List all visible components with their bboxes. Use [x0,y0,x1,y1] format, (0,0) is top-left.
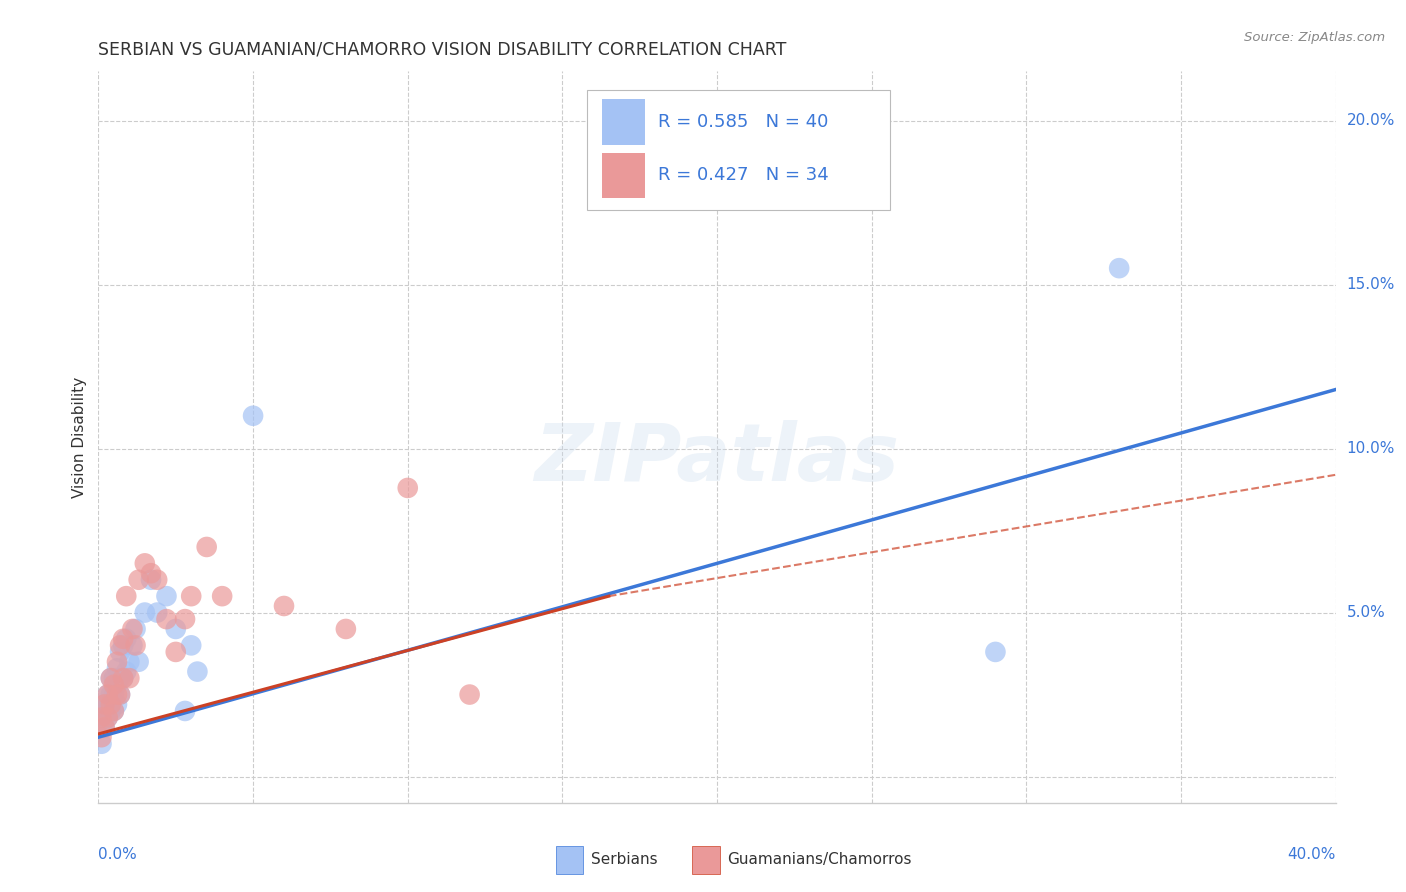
Text: R = 0.585   N = 40: R = 0.585 N = 40 [658,112,828,131]
Point [121,638,143,652]
Point [105,678,128,692]
Point [103,704,125,718]
Text: Guamanians/Chamorros: Guamanians/Chamorros [727,853,911,867]
Text: 10.0%: 10.0% [1347,441,1395,456]
Point [115,589,138,603]
Point [103,688,125,702]
Point [103,671,125,685]
FancyBboxPatch shape [692,846,720,874]
Point [90,730,112,744]
Point [90,710,112,724]
Point [134,557,156,571]
Text: 40.0%: 40.0% [1288,847,1336,862]
Point [108,671,131,685]
Point [458,688,481,702]
Point [335,622,357,636]
Point [118,655,141,669]
Text: 15.0%: 15.0% [1347,277,1395,292]
Point [121,622,143,636]
Point [165,645,187,659]
Text: R = 0.427   N = 34: R = 0.427 N = 34 [658,166,828,185]
Point [100,671,122,685]
Point [180,638,202,652]
FancyBboxPatch shape [557,846,583,874]
Text: Source: ZipAtlas.com: Source: ZipAtlas.com [1244,31,1385,45]
Point [155,612,177,626]
Point [97,710,120,724]
Text: 0.0%: 0.0% [98,847,138,862]
Point [128,655,150,669]
Point [90,704,112,718]
Point [100,698,122,712]
Point [174,612,197,626]
Point [112,671,135,685]
Point [186,665,208,679]
Point [984,645,1007,659]
Text: 20.0%: 20.0% [1347,113,1395,128]
Point [93,720,115,734]
Point [112,671,135,685]
Point [1108,261,1130,276]
Point [105,688,128,702]
Point [90,737,112,751]
Point [273,599,295,613]
Point [134,606,156,620]
Point [195,540,218,554]
Text: Serbians: Serbians [591,853,658,867]
Point [180,589,202,603]
Text: SERBIAN VS GUAMANIAN/CHAMORRO VISION DISABILITY CORRELATION CHART: SERBIAN VS GUAMANIAN/CHAMORRO VISION DIS… [98,41,787,59]
Point [93,698,115,712]
Text: 5.0%: 5.0% [1347,605,1385,620]
Point [108,688,131,702]
Point [90,720,112,734]
Point [97,698,120,712]
Point [100,704,122,718]
Point [93,710,115,724]
FancyBboxPatch shape [602,99,645,145]
Y-axis label: Vision Disability: Vision Disability [72,376,87,498]
Point [97,710,120,724]
Point [139,573,162,587]
Point [139,566,162,581]
Point [115,665,138,679]
Point [118,671,141,685]
Point [105,661,128,675]
Point [155,589,177,603]
Point [108,638,131,652]
FancyBboxPatch shape [602,153,645,198]
Point [146,606,169,620]
Point [103,704,125,718]
Point [174,704,197,718]
Point [112,638,135,652]
Point [97,688,120,702]
Point [108,645,131,659]
Point [211,589,233,603]
Text: ZIPatlas: ZIPatlas [534,420,900,498]
Point [112,632,135,646]
Point [103,678,125,692]
Point [242,409,264,423]
Point [128,573,150,587]
Point [100,688,122,702]
Point [97,688,120,702]
FancyBboxPatch shape [588,90,890,211]
Point [146,573,169,587]
Point [165,622,187,636]
Point [93,720,115,734]
Point [124,638,146,652]
Point [108,688,131,702]
Point [115,632,138,646]
Point [100,671,122,685]
Point [105,655,128,669]
Point [93,698,115,712]
Point [105,698,128,712]
Point [396,481,419,495]
Point [124,622,146,636]
